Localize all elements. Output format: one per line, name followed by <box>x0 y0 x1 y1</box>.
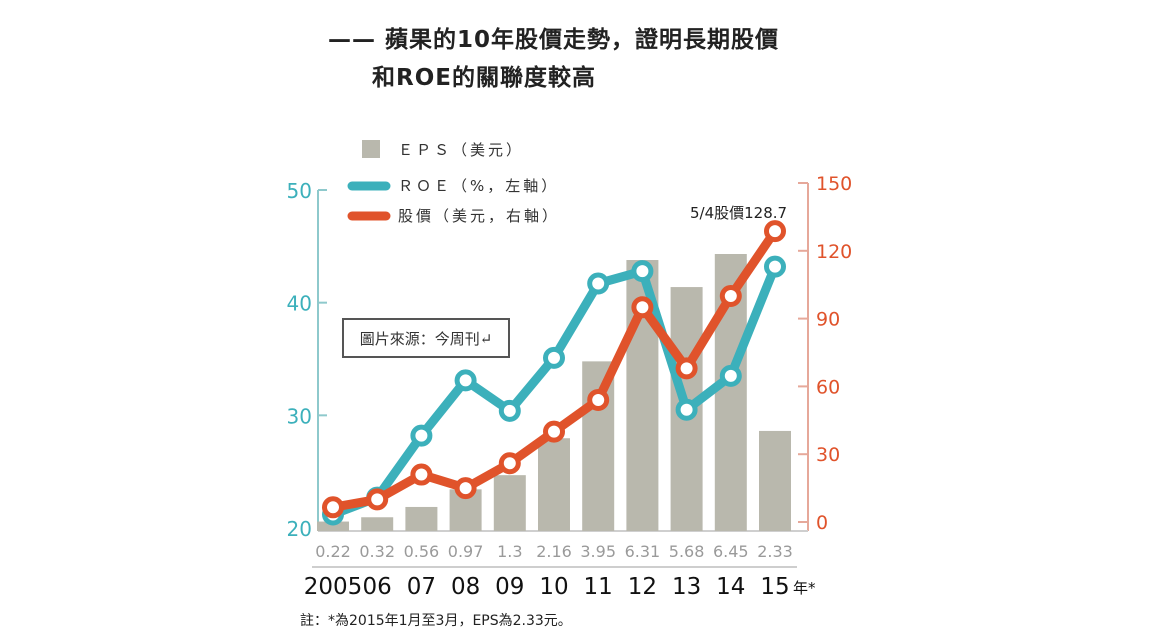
eps-bar <box>493 475 526 531</box>
right-axis-tick-label: 60 <box>816 376 840 398</box>
price-point <box>543 420 565 443</box>
eps-value-label: 0.32 <box>359 542 395 561</box>
eps-value-label: 5.68 <box>669 542 705 561</box>
price-point <box>587 388 610 411</box>
x-tick-label: 07 <box>407 574 436 600</box>
left-axis-tick-label: 50 <box>287 179 312 203</box>
roe-point <box>454 369 477 392</box>
eps-bar <box>538 438 570 531</box>
price-point <box>454 477 477 500</box>
x-tick-label: 08 <box>451 574 480 600</box>
right-axis-tick-label: 90 <box>816 309 840 331</box>
eps-bar <box>317 521 349 531</box>
x-tick-label: 06 <box>363 574 392 600</box>
eps-value-label: 0.22 <box>315 542 351 561</box>
roe-point <box>719 364 742 387</box>
image-source-label: 圖片來源：今周刊↵ <box>342 318 510 358</box>
year-suffix: 年* <box>793 579 816 597</box>
roe-point <box>410 424 433 447</box>
chart-title-line2: 和ROE的關聯度較高 <box>372 65 596 91</box>
price-point <box>410 463 433 486</box>
left-axis-tick-label: 20 <box>287 517 312 541</box>
x-tick-label: 11 <box>584 574 613 600</box>
x-tick-label: 10 <box>539 574 568 600</box>
roe-point <box>764 255 786 278</box>
right-axis-tick-label: 120 <box>816 241 852 263</box>
eps-value-label: 6.45 <box>713 542 749 561</box>
right-axis-tick-label: 150 <box>816 173 852 195</box>
roe-point <box>631 260 654 283</box>
eps-value-label: 0.97 <box>448 542 484 561</box>
eps-value-label: 0.56 <box>404 542 440 561</box>
x-tick-label: 09 <box>495 574 524 600</box>
right-axis-tick-label: 30 <box>816 444 840 466</box>
footnote: 註：*為2015年1月至3月，EPS為2.33元。 <box>300 613 572 629</box>
left-axis-tick-label: 30 <box>287 404 312 428</box>
price-point <box>675 357 698 380</box>
legend-eps-swatch <box>362 140 380 158</box>
eps-value-label: 2.16 <box>536 542 572 561</box>
roe-point <box>675 398 698 421</box>
eps-value-label: 2.33 <box>757 542 793 561</box>
x-tick-label: 15 <box>760 574 789 600</box>
price-annotation: 5/4股價128.7 <box>690 204 787 222</box>
x-tick-label: 2005 <box>304 574 363 600</box>
x-tick-label: 13 <box>672 574 701 600</box>
legend-price-label: 股價（美元，右軸） <box>398 207 560 225</box>
price-point <box>631 296 654 319</box>
x-tick-label: 14 <box>716 574 745 600</box>
price-point <box>498 452 521 475</box>
eps-bar <box>361 517 394 531</box>
legend: ＥＰＳ（美元） ＲＯＥ（%，左軸） 股價（美元，右軸） <box>347 140 560 225</box>
left-axis-tick-label: 40 <box>287 292 312 316</box>
eps-value-label: 1.3 <box>497 542 522 561</box>
roe-point <box>543 346 565 369</box>
price-point <box>322 496 344 519</box>
roe-point <box>498 399 521 422</box>
price-point <box>719 285 742 307</box>
eps-value-label: 6.31 <box>625 542 661 561</box>
eps-value-label: 3.95 <box>580 542 616 561</box>
eps-bar <box>759 430 791 531</box>
legend-roe-label: ＲＯＥ（%，左軸） <box>398 177 559 195</box>
chart-title-line1: —— 蘋果的10年股價走勢，證明長期股價 <box>328 27 780 53</box>
price-point <box>764 220 786 243</box>
roe-point <box>587 272 610 295</box>
eps-bar <box>405 506 438 531</box>
price-point <box>366 488 389 511</box>
legend-eps-label: ＥＰＳ（美元） <box>398 141 524 159</box>
right-axis-tick-label: 0 <box>816 512 828 534</box>
x-tick-label: 12 <box>628 574 657 600</box>
